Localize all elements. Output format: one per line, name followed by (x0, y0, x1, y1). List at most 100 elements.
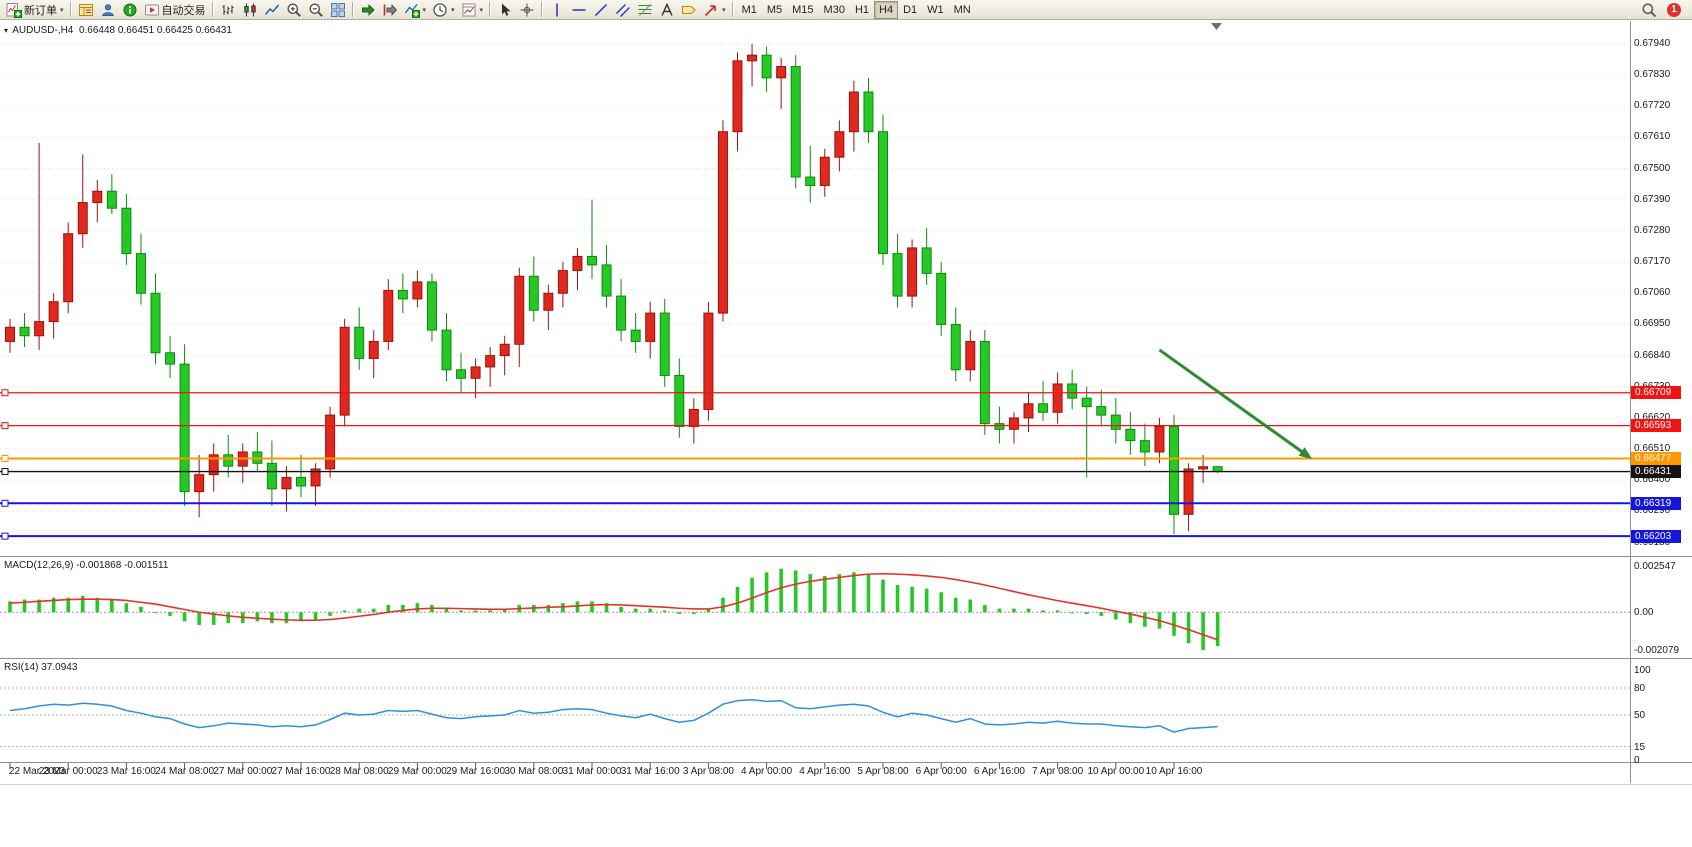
line-handle[interactable] (1, 532, 9, 540)
text-button[interactable] (656, 0, 678, 20)
candle-body (703, 312, 714, 410)
search-button[interactable] (1638, 0, 1660, 20)
chevron-down-icon: ▾ (479, 6, 484, 14)
cursor-button[interactable] (494, 0, 516, 20)
auto-scroll-button[interactable] (357, 0, 379, 20)
candle-body (1139, 440, 1150, 453)
macd-histogram-bar (1026, 608, 1031, 613)
candle-body (325, 414, 336, 470)
time-axis-label: 10 Apr 00:00 (1087, 766, 1145, 777)
macd-histogram-bar (662, 610, 667, 613)
indicators-button[interactable]: ▾ (401, 0, 430, 20)
timeframe-d1[interactable]: D1 (903, 3, 918, 16)
trendline-button[interactable] (590, 0, 612, 20)
macd-histogram-bar (575, 601, 580, 613)
macd-histogram-bar (342, 610, 347, 613)
candle-body (499, 343, 510, 357)
candle-body (77, 202, 88, 235)
new-order-button[interactable]: 新订单 ▾ (3, 0, 67, 20)
candle-body (48, 301, 59, 323)
auto-trading-button[interactable]: 自动交易 (141, 0, 209, 20)
line-handle[interactable] (1, 389, 9, 397)
zoom-out-button[interactable] (305, 0, 327, 20)
candle-body (994, 423, 1005, 430)
timeframe-h4[interactable]: H4 (874, 0, 899, 19)
price-axis-label: 0.67390 (1634, 193, 1671, 205)
zoom-in-button[interactable] (283, 0, 305, 20)
chart-menu-icon[interactable]: ▾ (4, 26, 9, 35)
macd-histogram-bar (1143, 612, 1147, 627)
macd-indicator-label: MACD(12,26,9) -0.001868 -0.001511 (4, 560, 168, 571)
candle-body (557, 270, 568, 294)
main-chart-area[interactable] (0, 21, 1630, 556)
candle-body (339, 326, 350, 416)
cursor-icon (497, 2, 513, 18)
time-axis-label: 31 Mar 00:00 (562, 766, 622, 777)
crosshair-button[interactable] (516, 0, 538, 20)
price-axis-label: 0.67280 (1634, 224, 1671, 236)
macd-histogram-bar (968, 599, 973, 613)
main-toolbar: 新订单 ▾ 自动交易 ▾ ▾ ▾ ▾ M1 M5 M15 M30 H1 H4 D1 W1 MN 1 (0, 0, 1692, 20)
candle-body (1008, 417, 1019, 430)
arrows-icon (703, 2, 719, 18)
templates-button[interactable]: ▾ (458, 0, 487, 20)
bars-button[interactable] (217, 0, 239, 20)
line-handle[interactable] (1, 422, 9, 430)
zoom-out-icon (308, 2, 324, 18)
macd-histogram-bar (415, 603, 420, 613)
candle-body (310, 468, 321, 487)
timeframe-w1[interactable]: W1 (927, 3, 944, 16)
toolbar-separator (211, 2, 214, 17)
fibonacci-button[interactable] (634, 0, 656, 20)
macd-histogram-bar (823, 575, 827, 613)
candle-body (790, 66, 801, 178)
periods-button[interactable]: ▾ (429, 0, 458, 20)
time-axis-label: 30 Mar 08:00 (504, 766, 564, 777)
timeframe-h1[interactable]: H1 (854, 3, 870, 16)
horizontal-line-button[interactable] (568, 0, 590, 20)
time-axis-label: 29 Mar 16:00 (446, 766, 506, 777)
chart-shift-button[interactable] (379, 0, 401, 20)
vertical-line-button[interactable] (546, 0, 568, 20)
timeframe-m30[interactable]: M30 (823, 3, 845, 16)
candlesticks-button[interactable] (239, 0, 261, 20)
market-watch-button[interactable] (75, 0, 97, 20)
timeframe-m5[interactable]: M5 (766, 3, 783, 16)
search-icon (1641, 2, 1657, 18)
macd-histogram-bar (677, 612, 682, 615)
line-handle[interactable] (1, 499, 9, 507)
chart-shift-marker[interactable] (1211, 23, 1222, 30)
macd-histogram-bar (1099, 612, 1104, 616)
line-handle[interactable] (1, 468, 9, 476)
auto-trading-button-label: 自动交易 (161, 4, 206, 17)
channel-button[interactable] (612, 0, 634, 20)
rsi-line (9, 698, 1218, 733)
terminal-button[interactable] (119, 0, 141, 20)
line-chart-button[interactable] (261, 0, 283, 20)
tile-windows-button[interactable] (327, 0, 349, 20)
label-button[interactable] (678, 0, 700, 20)
candle-body (965, 340, 976, 371)
macd-panel-area[interactable] (0, 557, 1630, 658)
notification-badge[interactable]: 1 (1667, 2, 1681, 17)
arrows-button[interactable]: ▾ (700, 0, 729, 20)
trend-arrow-annotation[interactable] (1158, 348, 1313, 460)
time-axis-label: 6 Apr 00:00 (915, 766, 967, 777)
crosshair-icon (519, 2, 535, 18)
rsi-panel-area[interactable] (0, 659, 1630, 762)
timeframe-m1[interactable]: M1 (741, 3, 757, 16)
chevron-down-icon: ▾ (422, 6, 427, 14)
navigator-button[interactable] (97, 0, 119, 20)
macd-histogram-bar (939, 592, 943, 613)
line-handle[interactable] (1, 454, 9, 462)
macd-histogram-bar (1041, 610, 1045, 613)
time-axis-label: 4 Apr 16:00 (799, 766, 851, 777)
bars-icon (220, 2, 236, 18)
candle-body (834, 131, 845, 158)
macd-histogram-bar (706, 608, 711, 613)
timeframe-m15[interactable]: M15 (792, 3, 814, 16)
timeframe-mn[interactable]: MN (953, 3, 971, 16)
macd-histogram-bar (488, 610, 492, 613)
macd-histogram-bar (881, 579, 885, 613)
